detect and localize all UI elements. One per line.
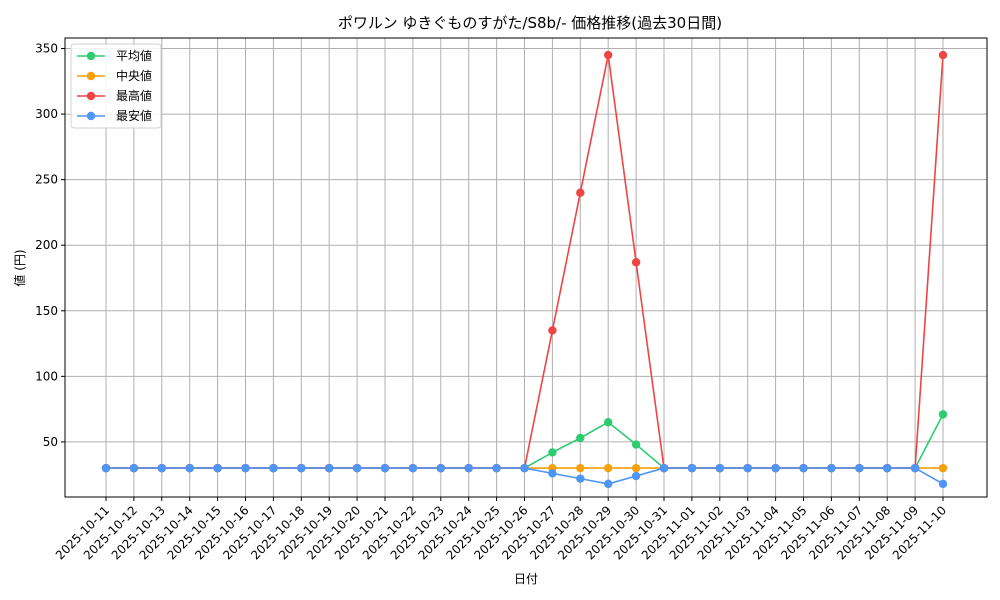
- legend-marker: [86, 71, 96, 81]
- data-point: [659, 463, 669, 473]
- data-point: [910, 463, 920, 473]
- data-point: [380, 463, 390, 473]
- data-point: [631, 471, 641, 481]
- y-tick-label: 250: [35, 173, 58, 187]
- data-point: [101, 463, 111, 473]
- y-tick-label: 300: [35, 107, 58, 121]
- data-point: [352, 463, 362, 473]
- y-tick-label: 150: [35, 304, 58, 318]
- data-point: [129, 463, 139, 473]
- data-point: [185, 463, 194, 473]
- data-point: [548, 326, 557, 335]
- data-point: [576, 463, 585, 473]
- data-point: [715, 463, 724, 473]
- data-point: [269, 463, 278, 473]
- data-point: [241, 463, 250, 473]
- data-point: [938, 479, 948, 489]
- data-point: [576, 474, 585, 483]
- data-point: [604, 418, 613, 427]
- data-point: [213, 463, 222, 473]
- data-point: [855, 463, 864, 473]
- data-point: [827, 463, 836, 473]
- data-point: [548, 469, 557, 478]
- data-point: [464, 463, 473, 473]
- legend-label: 最高値: [116, 88, 152, 103]
- legend-label: 最安値: [116, 108, 152, 123]
- data-point: [631, 440, 641, 449]
- data-point: [157, 463, 166, 473]
- series-3: [101, 463, 948, 489]
- data-point: [799, 463, 808, 473]
- data-point: [576, 188, 585, 197]
- x-axis-label: 日付: [514, 572, 538, 586]
- grid-layer: [65, 38, 987, 497]
- chart-title: ポワルン ゆきぐものすがた/S8b/- 価格推移(過去30日間): [338, 14, 722, 32]
- y-tick-label: 200: [35, 238, 58, 252]
- legend-label: 平均値: [116, 48, 152, 63]
- x-axis: 2025-10-112025-10-122025-10-132025-10-14…: [53, 497, 949, 562]
- data-point: [576, 433, 585, 443]
- y-tick-label: 100: [35, 369, 58, 383]
- data-point: [938, 50, 948, 60]
- data-point: [408, 463, 418, 473]
- data-point: [325, 463, 334, 473]
- y-tick-label: 350: [35, 41, 58, 55]
- data-point: [938, 463, 948, 473]
- legend-marker: [86, 111, 96, 121]
- data-point: [297, 463, 306, 473]
- data-point: [492, 463, 501, 473]
- data-point: [771, 463, 780, 473]
- data-point: [604, 463, 613, 473]
- data-point: [631, 258, 641, 267]
- data-point: [548, 448, 557, 457]
- data-point: [938, 410, 948, 419]
- series-layer: [101, 50, 948, 489]
- plot-frame: [64, 37, 988, 498]
- legend-marker: [86, 91, 96, 101]
- data-point: [631, 463, 641, 473]
- y-tick-label: 50: [43, 435, 58, 449]
- data-point: [743, 463, 752, 473]
- data-point: [883, 463, 892, 473]
- y-axis: 50 100 150 200 250 300 350: [35, 41, 65, 449]
- legend-frame: [70, 43, 162, 129]
- legend-marker: [86, 51, 96, 61]
- data-point: [687, 463, 697, 473]
- data-point: [604, 50, 613, 60]
- legend-label: 中央値: [116, 68, 152, 83]
- y-axis-label: 値 (円): [12, 249, 27, 286]
- data-point: [604, 479, 613, 489]
- data-point: [520, 463, 529, 473]
- data-point: [436, 463, 445, 473]
